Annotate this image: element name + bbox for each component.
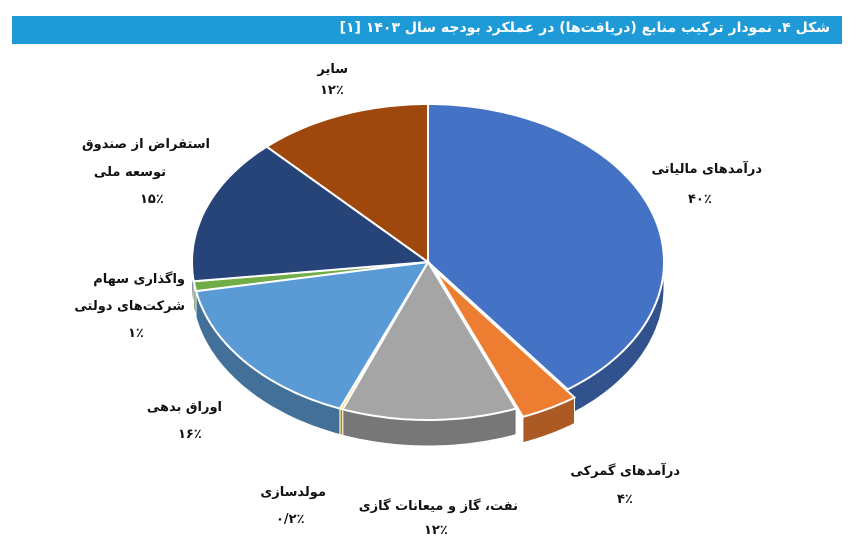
label-oil: نفت، گاز و میعانات گازی (358, 499, 518, 514)
label-shares-1: واگذاری سهام (93, 272, 185, 287)
pct-bonds: ۱۶٪ (178, 427, 202, 442)
title-bar: شکل ۴. نمودار ترکیب منابع (دریافت‌ها) در… (12, 16, 842, 44)
chart-title: شکل ۴. نمودار ترکیب منابع (دریافت‌ها) در… (339, 20, 830, 36)
pct-ndf: ۱۵٪ (140, 192, 164, 207)
label-production: مولدسازی (260, 485, 326, 500)
pie-slice-4 (194, 260, 430, 410)
pie-slice-1 (433, 269, 577, 418)
label-customs: درآمدهای گمرکی (570, 464, 680, 479)
pct-oil: ۱۲٪ (424, 523, 448, 538)
pct-production: ۰/۲٪ (276, 512, 305, 527)
label-shares-2: شرکت‌های دولتی (74, 299, 185, 314)
pie-slice-0 (427, 103, 665, 391)
label-ndf-2: توسعه ملی (93, 165, 166, 180)
pie-slice-6 (190, 145, 431, 283)
pie-slice-2 (341, 260, 518, 421)
pct-tax: ۴۰٪ (688, 192, 712, 207)
pct-other: ۱۲٪ (320, 83, 344, 98)
pie-tops (190, 103, 665, 421)
pie-slice-7 (264, 103, 429, 264)
pct-customs: ۴٪ (617, 492, 633, 507)
label-tax: درآمدهای مالیاتی (651, 162, 762, 177)
label-ndf-1: استقراض از صندوق (81, 137, 210, 152)
pct-shares: ۱٪ (128, 326, 144, 341)
label-bonds: اوراق بدهی (146, 400, 222, 415)
label-other: سایر (317, 62, 348, 77)
